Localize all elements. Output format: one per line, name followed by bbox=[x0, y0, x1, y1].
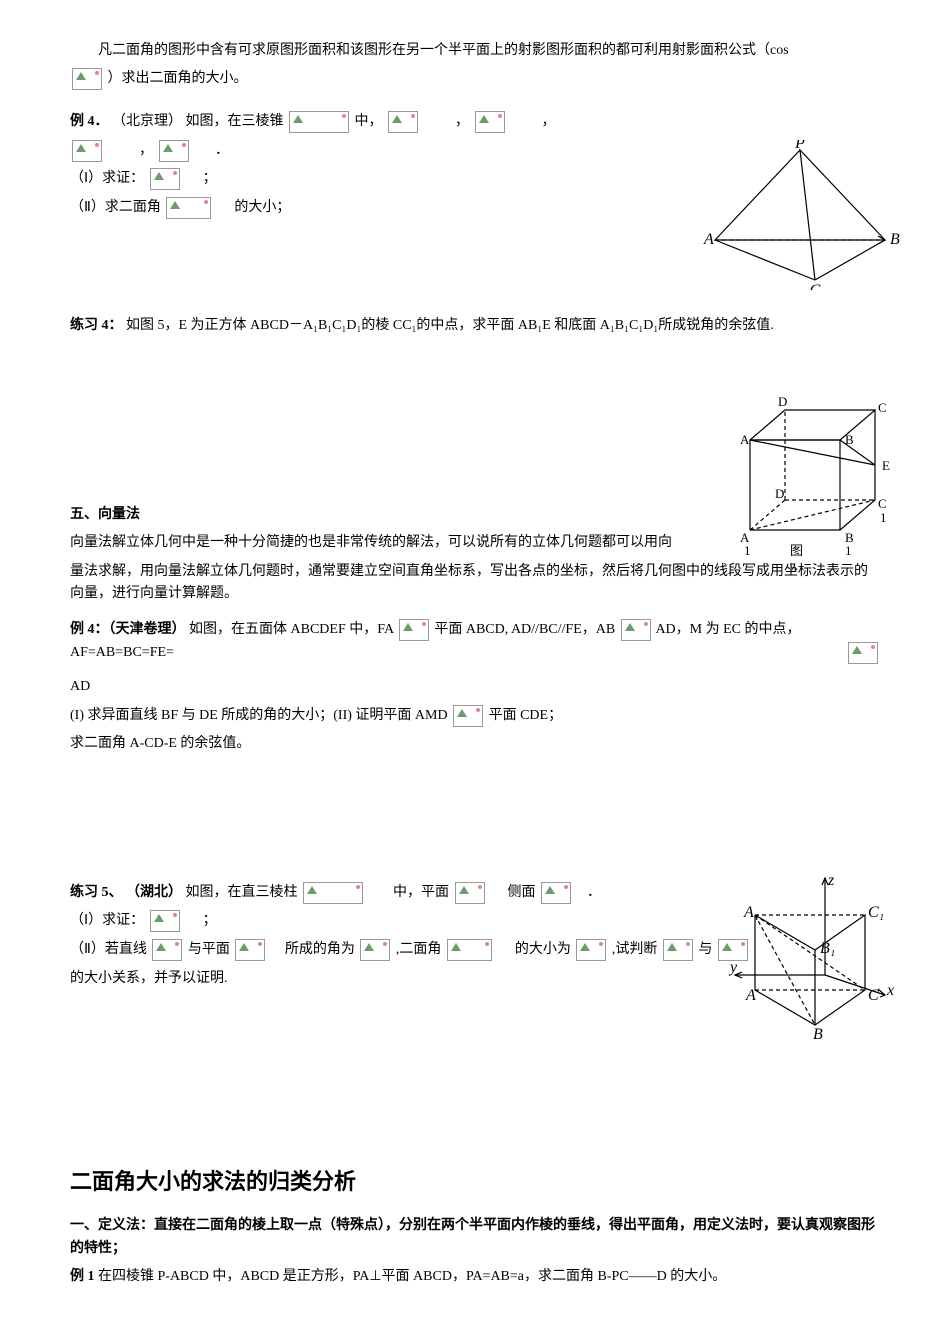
figure-tetrahedron: P A B C bbox=[700, 140, 900, 290]
ex4a-t1: 如图，在三棱锥 bbox=[186, 114, 284, 129]
ex4b-t1: 如图，在五面体 ABCDEF 中，FA bbox=[189, 623, 397, 638]
ex4a-t2: 中， bbox=[355, 114, 383, 129]
placeholder-icon bbox=[621, 619, 651, 641]
ex4a-t3: ， bbox=[455, 114, 469, 129]
fig2-capn: 5 bbox=[790, 560, 797, 575]
placeholder-icon bbox=[152, 939, 182, 961]
placeholder-icon bbox=[453, 705, 483, 727]
prac5-q1a: （Ⅰ）求证： bbox=[70, 914, 144, 929]
fig2-B1: B bbox=[845, 432, 854, 447]
ex4a-t5: ， bbox=[139, 143, 153, 158]
ex4a-t4: ， bbox=[542, 114, 556, 129]
ex4a-t6: ． bbox=[215, 143, 229, 158]
ex4b-q1: (I) 求异面直线 BF 与 DE 所成的角的大小；(II) 证明平面 AMD bbox=[70, 708, 448, 723]
main-title: 二面角大小的求法的归类分析 bbox=[70, 1164, 880, 1199]
placeholder-icon bbox=[455, 882, 485, 904]
fig3-z: z bbox=[827, 875, 835, 889]
fig2-A1: A bbox=[740, 432, 750, 447]
prac5-prefix: 练习 5、 bbox=[70, 885, 123, 900]
fig2-D1: D bbox=[778, 394, 787, 409]
intro-line2: ）求出二面角的大小。 bbox=[108, 72, 248, 87]
fig3-C1: C₁ bbox=[868, 904, 884, 921]
prac5-t2: 中，平面 bbox=[393, 885, 449, 900]
prac5-source: （湖北） bbox=[126, 885, 182, 900]
prac4-prefix: 练习 4： bbox=[70, 318, 123, 333]
placeholder-icon bbox=[475, 111, 505, 133]
fig3-x: x bbox=[886, 982, 894, 999]
fig2-1a: 1 bbox=[744, 543, 751, 558]
intro-text: 凡二面角的图形中含有可求原图形面积和该图形在另一个半平面上的射影图形面积的都可利… bbox=[70, 40, 880, 62]
figure-cube: A B C D A B C D E 1 1 1 图 5 bbox=[730, 380, 900, 580]
placeholder-icon bbox=[72, 68, 102, 90]
placeholder-icon bbox=[289, 111, 349, 133]
placeholder-icon bbox=[150, 910, 180, 932]
fig1-B: B bbox=[890, 231, 900, 248]
ex4b-q1-wrap: (I) 求异面直线 BF 与 DE 所成的角的大小；(II) 证明平面 AMD … bbox=[70, 705, 880, 728]
fig3-B: B bbox=[813, 1026, 823, 1043]
fig2-cap: 图 bbox=[790, 543, 803, 558]
prac5-q2c: 所成的角为 bbox=[285, 942, 355, 957]
ex4b-prefix: 例 4：（天津卷理） bbox=[70, 623, 186, 638]
prac4-body: 如图 5，E 为正方体 ABCD－A₁B₁C₁D₁的棱 CC₁的中点，求平面 A… bbox=[126, 318, 774, 333]
example-4b: 例 4：（天津卷理） 如图，在五面体 ABCDEF 中，FA 平面 ABCD, … bbox=[70, 619, 880, 664]
placeholder-icon bbox=[159, 140, 189, 162]
prac5-q2b: 与平面 bbox=[188, 942, 230, 957]
placeholder-icon bbox=[848, 642, 878, 664]
fig2-C: C bbox=[878, 496, 887, 511]
prac5-t4: ． bbox=[587, 885, 601, 900]
prac5-q2d: ,二面角 bbox=[396, 942, 442, 957]
placeholder-icon bbox=[235, 939, 265, 961]
final-ex-body: 在四棱锥 P-ABCD 中，ABCD 是正方形，PA⊥平面 ABCD，PA=AB… bbox=[98, 1269, 726, 1284]
fig1-C: C bbox=[810, 282, 821, 290]
prac5-q2a: （Ⅱ）若直线 bbox=[70, 942, 147, 957]
ex4a-prefix: 例 4． bbox=[70, 114, 109, 129]
ex4b-q3: 求二面角 A-CD-E 的余弦值。 bbox=[70, 733, 880, 755]
fig2-C1: C bbox=[878, 400, 887, 415]
fig1-A: A bbox=[703, 231, 714, 248]
placeholder-icon bbox=[399, 619, 429, 641]
fig3-C: C bbox=[868, 987, 879, 1004]
practice-4: 练习 4： 如图 5，E 为正方体 ABCD－A₁B₁C₁D₁的棱 CC₁的中点… bbox=[70, 315, 880, 337]
prac5-q2e: 的大小为 bbox=[515, 942, 571, 957]
example-4a: 例 4． （北京理） 如图，在三棱锥 中， ， ， bbox=[70, 111, 880, 134]
ex4a-q2a: （Ⅱ）求二面角 bbox=[70, 200, 161, 215]
ex4a-q1a: （Ⅰ）求证： bbox=[70, 171, 144, 186]
placeholder-icon bbox=[388, 111, 418, 133]
prac5-t1: 如图，在直三棱柱 bbox=[186, 885, 298, 900]
placeholder-icon bbox=[360, 939, 390, 961]
prac5-q1b: ； bbox=[203, 914, 217, 929]
fig2-D: D bbox=[775, 486, 784, 501]
placeholder-icon bbox=[72, 140, 102, 162]
fig3-B1: B₁ bbox=[820, 940, 835, 957]
intro-line2-wrap: ）求出二面角的大小。 bbox=[70, 68, 880, 91]
prac5-q2f: ,试判断 bbox=[612, 942, 658, 957]
placeholder-icon bbox=[150, 168, 180, 190]
intro-line1: 凡二面角的图形中含有可求原图形面积和该图形在另一个半平面上的射影图形面积的都可利… bbox=[98, 43, 789, 58]
ex4a-q1b: ； bbox=[203, 171, 217, 186]
fig2-1b: 1 bbox=[845, 543, 852, 558]
placeholder-icon bbox=[576, 939, 606, 961]
figure-prism: z y x A₁ C₁ B₁ A C B bbox=[710, 875, 900, 1045]
placeholder-icon bbox=[663, 939, 693, 961]
ex4a-q2b: 的大小； bbox=[234, 200, 290, 215]
fig2-1c: 1 bbox=[880, 510, 887, 525]
fig1-P: P bbox=[794, 140, 805, 152]
fig2-E: E bbox=[882, 458, 890, 473]
ex4b-t2: 平面 ABCD, AD//BC//FE，AB bbox=[434, 623, 615, 638]
final-ex: 例 1 在四棱锥 P-ABCD 中，ABCD 是正方形，PA⊥平面 ABCD，P… bbox=[70, 1266, 880, 1288]
prac5-t3: 侧面 bbox=[508, 885, 536, 900]
fig3-y: y bbox=[728, 959, 738, 976]
placeholder-icon bbox=[447, 939, 492, 961]
ex4b-t4: AD bbox=[70, 676, 880, 698]
ex4a-source: （北京理） bbox=[112, 114, 182, 129]
ex4b-q2: 平面 CDE； bbox=[489, 708, 563, 723]
placeholder-icon bbox=[166, 197, 211, 219]
fig3-A: A bbox=[745, 987, 756, 1004]
placeholder-icon bbox=[541, 882, 571, 904]
placeholder-icon bbox=[303, 882, 363, 904]
fig3-A1: A₁ bbox=[743, 904, 759, 921]
final-head: 一、定义法：直接在二面角的棱上取一点（特殊点），分别在两个半平面内作棱的垂线，得… bbox=[70, 1215, 880, 1260]
